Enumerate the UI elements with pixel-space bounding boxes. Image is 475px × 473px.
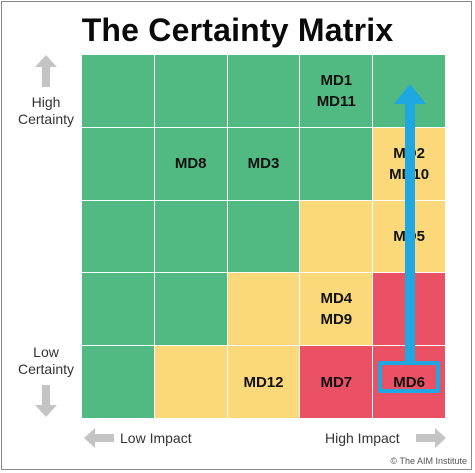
matrix-cell-r5-c4: MD7 — [300, 346, 374, 419]
matrix-cell-r3-c3 — [227, 200, 301, 274]
md6-highlight-box — [378, 361, 440, 393]
cell-label: MD4 — [320, 290, 353, 308]
up-trend-arrow-icon — [394, 84, 426, 362]
matrix-cell-r3-c4 — [300, 200, 374, 274]
high-impact-label: High Impact — [325, 430, 400, 446]
matrix-cell-r1-c2 — [154, 55, 228, 128]
matrix-cell-r5-c2 — [154, 346, 228, 419]
low-certainty-label: Low Certainty — [17, 344, 75, 377]
cell-label: MD1 — [320, 71, 353, 89]
cell-label: MD9 — [320, 311, 353, 329]
low-impact-label: Low Impact — [120, 430, 192, 446]
matrix-cell-r2-c1 — [82, 127, 155, 201]
matrix-cell-r2-c3: MD3 — [227, 127, 301, 201]
matrix-cell-r2-c4 — [300, 127, 374, 201]
cell-label: MD8 — [174, 155, 207, 173]
cell-label: MD11 — [316, 92, 356, 110]
matrix-cell-r4-c4: MD4 MD9 — [300, 273, 374, 347]
matrix-cell-r1-c4: MD1 MD11 — [300, 55, 374, 128]
right-arrow-icon — [416, 428, 446, 448]
certainty-matrix-grid: MD1MD11MD8MD3MD2MD10MD5MD4MD9MD12MD7MD6 — [82, 55, 446, 419]
matrix-cell-r4-c3 — [227, 273, 301, 347]
matrix-cell-r1-c1 — [82, 55, 155, 128]
matrix-cell-r5-c1 — [82, 346, 155, 419]
down-arrow-icon — [35, 385, 57, 417]
matrix-cell-r3-c2 — [154, 200, 228, 274]
high-certainty-label: High Certainty — [17, 94, 75, 127]
matrix-cell-r3-c1 — [82, 200, 155, 274]
cell-label: MD3 — [247, 155, 280, 173]
cell-label: MD12 — [243, 373, 284, 391]
matrix-cell-r2-c2: MD8 — [154, 127, 228, 201]
matrix-cell-r4-c2 — [154, 273, 228, 347]
matrix-cell-r5-c3: MD12 — [227, 346, 301, 419]
page-title: The Certainty Matrix — [81, 12, 394, 48]
copyright-text: © The AIM Institute — [390, 456, 468, 466]
up-arrow-icon — [35, 55, 57, 87]
left-arrow-icon — [84, 428, 114, 448]
matrix-cell-r4-c1 — [82, 273, 155, 347]
matrix-cell-r1-c3 — [227, 55, 301, 128]
cell-label: MD7 — [320, 373, 353, 391]
cell-label: MD6 — [393, 373, 425, 391]
